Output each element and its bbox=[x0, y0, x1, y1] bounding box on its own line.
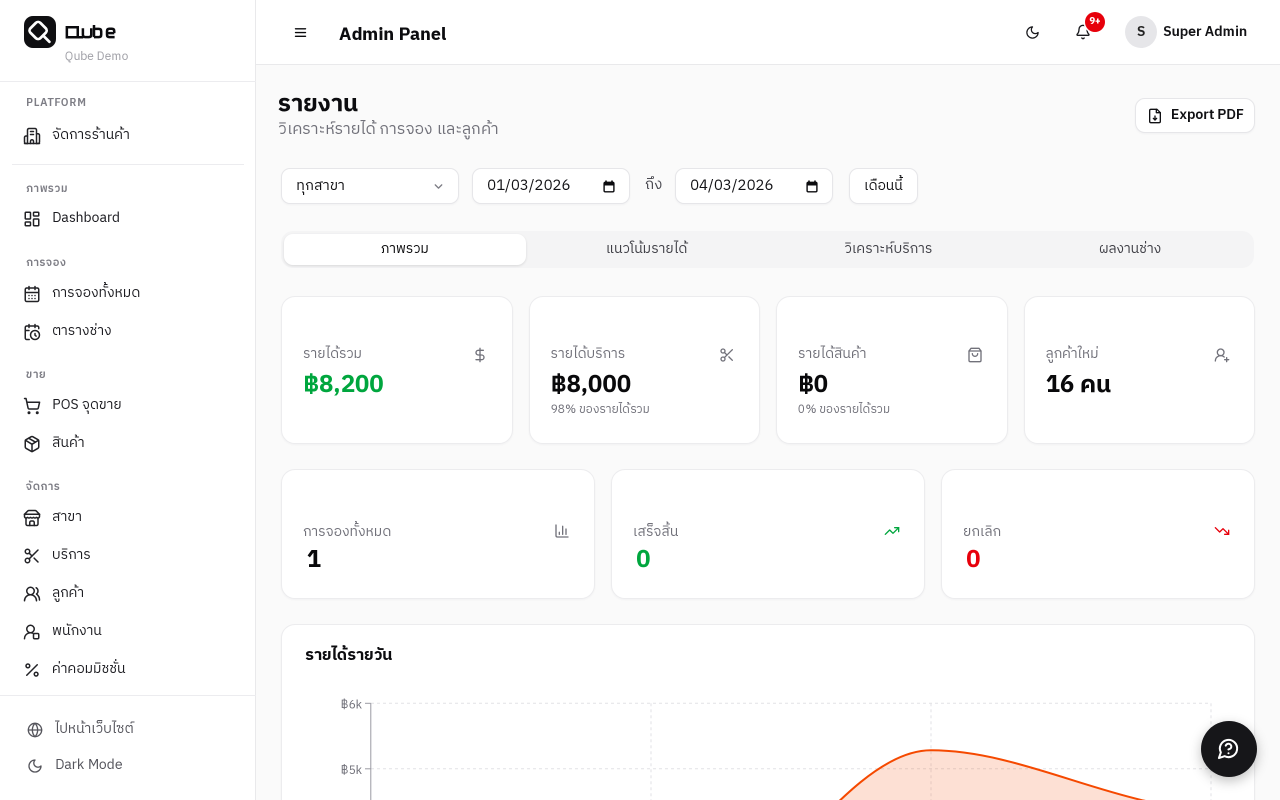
svg-text:฿6k: ฿6k bbox=[341, 696, 363, 715]
svg-text:฿5k: ฿5k bbox=[341, 762, 363, 781]
